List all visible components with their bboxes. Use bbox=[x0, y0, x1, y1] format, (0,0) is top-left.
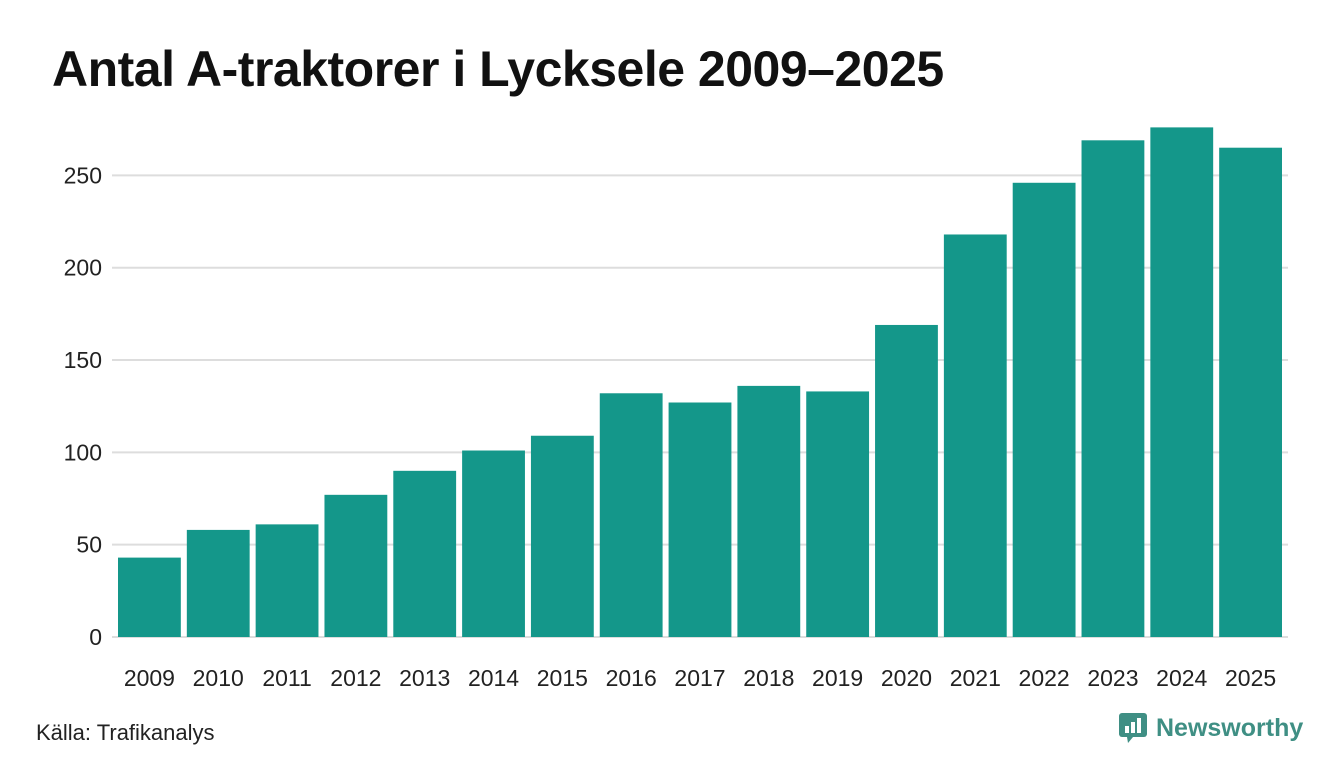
bar-2021 bbox=[943, 234, 1007, 637]
y-tick-label: 50 bbox=[76, 532, 102, 558]
y-tick-label: 150 bbox=[64, 347, 102, 373]
bar-chart: 0 50 100 150 200 250 2009 2010 2011 2012 2013 2014… bbox=[64, 127, 1288, 691]
bar-2018 bbox=[737, 385, 801, 637]
bar-2016 bbox=[599, 393, 663, 637]
x-tick-label: 2019 bbox=[812, 665, 863, 691]
x-tick-label: 2018 bbox=[743, 665, 794, 691]
bar-2023 bbox=[1081, 140, 1145, 637]
x-tick-label: 2010 bbox=[193, 665, 244, 691]
bar-2020 bbox=[875, 324, 938, 637]
x-tick-label: 2014 bbox=[468, 665, 519, 691]
y-tick-label: 100 bbox=[64, 439, 102, 465]
brand-name: Newsworthy bbox=[1156, 713, 1304, 742]
y-tick-label: 200 bbox=[64, 255, 102, 281]
y-tick-label: 250 bbox=[64, 162, 102, 188]
x-tick-label: 2017 bbox=[674, 665, 725, 691]
bar-layer bbox=[118, 127, 1282, 638]
x-tick-label: 2022 bbox=[1019, 665, 1070, 691]
bar-2015 bbox=[530, 435, 594, 637]
y-tick-label: 0 bbox=[89, 624, 102, 650]
x-tick-label: 2020 bbox=[881, 665, 932, 691]
bar-2010 bbox=[186, 529, 250, 637]
bar-2024 bbox=[1150, 127, 1214, 637]
bar-2017 bbox=[668, 402, 732, 637]
x-tick-label: 2015 bbox=[537, 665, 588, 691]
chart-title: Antal A-traktorer i Lycksele 2009–2025 bbox=[52, 41, 944, 97]
x-axis: 2009 2010 2011 2012 2013 2014 2015 2016 2017 2018… bbox=[124, 665, 1276, 691]
x-tick-label: 2012 bbox=[330, 665, 381, 691]
bar-2022 bbox=[1012, 182, 1076, 637]
x-tick-label: 2016 bbox=[606, 665, 657, 691]
bar-2012 bbox=[324, 494, 388, 637]
bar-2014 bbox=[462, 450, 525, 637]
newsworthy-logo-icon bbox=[1119, 713, 1147, 743]
x-tick-label: 2013 bbox=[399, 665, 450, 691]
bar-2011 bbox=[255, 524, 319, 637]
bar-2009 bbox=[118, 557, 181, 637]
x-tick-label: 2011 bbox=[262, 665, 311, 691]
x-tick-label: 2025 bbox=[1225, 665, 1276, 691]
bar-2019 bbox=[806, 391, 870, 637]
x-tick-label: 2024 bbox=[1156, 665, 1207, 691]
bar-2013 bbox=[393, 470, 457, 637]
y-axis: 0 50 100 150 200 250 bbox=[64, 162, 102, 650]
x-tick-label: 2023 bbox=[1087, 665, 1138, 691]
brand: Newsworthy bbox=[1118, 712, 1303, 744]
source-note: Källa: Trafikanalys bbox=[36, 720, 215, 745]
x-tick-label: 2009 bbox=[124, 665, 175, 691]
x-tick-label: 2021 bbox=[950, 665, 1001, 691]
bar-2025 bbox=[1219, 147, 1282, 638]
